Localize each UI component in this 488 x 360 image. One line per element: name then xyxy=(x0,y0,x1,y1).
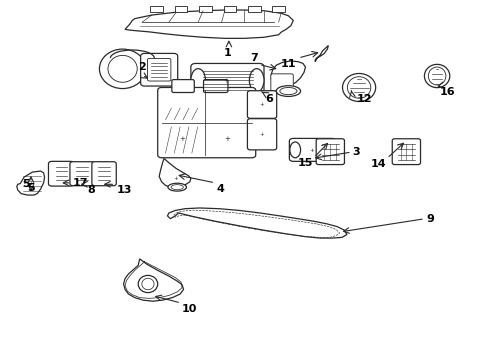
Ellipse shape xyxy=(171,185,183,190)
Ellipse shape xyxy=(167,183,186,191)
Bar xyxy=(272,6,285,12)
Text: +: + xyxy=(309,148,313,153)
Text: +: + xyxy=(224,136,230,142)
FancyBboxPatch shape xyxy=(316,139,344,165)
Text: +: + xyxy=(28,181,33,186)
FancyBboxPatch shape xyxy=(70,162,94,186)
Ellipse shape xyxy=(427,67,445,85)
Ellipse shape xyxy=(249,69,264,92)
Text: 8: 8 xyxy=(87,185,95,195)
Polygon shape xyxy=(167,208,346,238)
Ellipse shape xyxy=(424,64,449,87)
Text: 10: 10 xyxy=(182,304,197,314)
FancyBboxPatch shape xyxy=(92,162,116,186)
Ellipse shape xyxy=(99,49,145,89)
Text: 11: 11 xyxy=(281,59,296,69)
Ellipse shape xyxy=(142,278,154,290)
Ellipse shape xyxy=(276,86,300,96)
Ellipse shape xyxy=(342,73,375,102)
Polygon shape xyxy=(159,158,190,187)
Text: 1: 1 xyxy=(223,48,231,58)
Text: 6: 6 xyxy=(264,94,272,104)
Bar xyxy=(247,6,260,12)
FancyBboxPatch shape xyxy=(171,80,194,93)
Ellipse shape xyxy=(190,69,205,92)
Ellipse shape xyxy=(325,142,335,158)
FancyBboxPatch shape xyxy=(141,53,177,86)
Text: 13: 13 xyxy=(116,185,131,195)
Bar xyxy=(199,6,211,12)
Polygon shape xyxy=(123,259,183,301)
Ellipse shape xyxy=(346,77,370,98)
Text: +: + xyxy=(179,136,184,142)
FancyBboxPatch shape xyxy=(247,119,276,150)
Text: 15: 15 xyxy=(297,158,312,168)
Text: 5: 5 xyxy=(22,179,30,189)
Text: +: + xyxy=(259,102,264,107)
FancyBboxPatch shape xyxy=(203,80,227,93)
Text: 14: 14 xyxy=(369,159,385,169)
FancyBboxPatch shape xyxy=(289,138,335,161)
Text: 16: 16 xyxy=(439,87,454,98)
FancyBboxPatch shape xyxy=(391,139,420,165)
FancyBboxPatch shape xyxy=(247,91,276,118)
Bar xyxy=(150,6,163,12)
Bar xyxy=(223,6,236,12)
Bar xyxy=(174,6,187,12)
Polygon shape xyxy=(271,61,305,92)
Text: +: + xyxy=(259,132,264,137)
Polygon shape xyxy=(315,45,328,62)
Ellipse shape xyxy=(108,55,137,82)
FancyBboxPatch shape xyxy=(158,87,255,158)
Text: 7: 7 xyxy=(250,53,258,63)
FancyBboxPatch shape xyxy=(48,161,74,186)
Text: 17: 17 xyxy=(72,178,88,188)
Text: 12: 12 xyxy=(356,94,371,104)
FancyBboxPatch shape xyxy=(270,74,293,91)
Polygon shape xyxy=(125,10,293,39)
Ellipse shape xyxy=(138,275,158,293)
Polygon shape xyxy=(17,171,44,195)
Text: 2: 2 xyxy=(138,62,146,72)
Text: 9: 9 xyxy=(425,215,433,224)
FancyBboxPatch shape xyxy=(190,63,264,98)
Text: +: + xyxy=(223,78,228,84)
Text: 3: 3 xyxy=(352,147,360,157)
Ellipse shape xyxy=(289,142,300,158)
Text: +: + xyxy=(173,176,177,181)
FancyBboxPatch shape xyxy=(147,58,170,81)
Text: 4: 4 xyxy=(216,184,224,194)
Text: 5: 5 xyxy=(27,183,35,193)
Ellipse shape xyxy=(279,87,296,95)
